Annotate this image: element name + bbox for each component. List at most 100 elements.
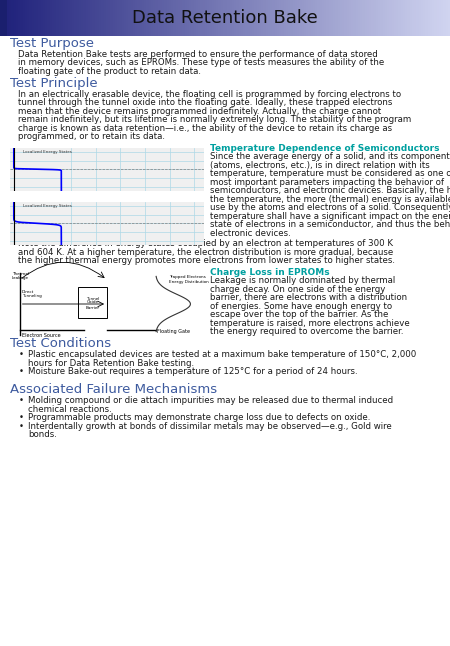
Text: Test Conditions: Test Conditions [10, 337, 111, 350]
Bar [270, 0, 272, 36]
Bar [414, 0, 416, 36]
Bar [27, 0, 29, 36]
Text: Note the difference in energy states occupied by an electron at temperatures of : Note the difference in energy states occ… [18, 239, 393, 248]
Text: hours for Data Retention Bake testing.: hours for Data Retention Bake testing. [28, 359, 194, 368]
Text: bonds.: bonds. [28, 430, 57, 439]
Bar [245, 0, 248, 36]
Bar [130, 0, 133, 36]
Bar [32, 0, 34, 36]
Bar [421, 0, 423, 36]
Text: Barrier: Barrier [86, 306, 99, 310]
Bar [7, 0, 9, 36]
Bar [94, 0, 97, 36]
Bar [263, 0, 266, 36]
Bar [310, 0, 313, 36]
Text: Test Principle: Test Principle [10, 76, 98, 90]
Bar [286, 0, 288, 36]
Bar [225, 0, 227, 36]
Bar [243, 0, 245, 36]
Text: Temperature Dependence of Semiconductors: Temperature Dependence of Semiconductors [210, 144, 440, 153]
Text: the higher thermal energy promotes more electrons from lower states to higher st: the higher thermal energy promotes more … [18, 256, 395, 266]
Bar [256, 0, 259, 36]
Bar [324, 0, 326, 36]
Bar [248, 0, 250, 36]
Bar [9, 0, 11, 36]
Bar [124, 0, 126, 36]
Bar [290, 0, 292, 36]
Bar [220, 0, 223, 36]
Bar [176, 0, 178, 36]
Bar [151, 0, 153, 36]
Bar [326, 0, 328, 36]
Text: use by the atoms and electrons of a solid. Consequently,: use by the atoms and electrons of a soli… [210, 203, 450, 212]
Bar [306, 0, 308, 36]
Bar [160, 0, 162, 36]
Bar [79, 0, 81, 36]
Bar [389, 0, 392, 36]
Text: electronic devices.: electronic devices. [210, 229, 291, 238]
Bar [342, 0, 344, 36]
Bar [274, 0, 277, 36]
Text: tunnel through the tunnel oxide into the floating gate. Ideally, these trapped e: tunnel through the tunnel oxide into the… [18, 98, 392, 107]
Text: •: • [19, 367, 24, 376]
Bar [202, 0, 205, 36]
Bar [261, 0, 263, 36]
Bar [58, 0, 61, 36]
Bar [16, 0, 18, 36]
Text: Charge Loss in EPROMs: Charge Loss in EPROMs [210, 268, 329, 277]
Bar [446, 0, 448, 36]
Bar [88, 0, 90, 36]
Bar [380, 0, 382, 36]
Text: charge is known as data retention—i.e., the ability of the device to retain its : charge is known as data retention—i.e., … [18, 123, 392, 132]
Bar [382, 0, 385, 36]
Bar [22, 0, 25, 36]
Bar [106, 0, 108, 36]
Bar [0, 0, 7, 36]
Text: Leakage is normally dominated by thermal: Leakage is normally dominated by thermal [210, 276, 395, 285]
Bar [50, 0, 52, 36]
Bar [140, 0, 142, 36]
Bar [83, 0, 86, 36]
Bar [18, 0, 20, 36]
Bar [146, 0, 148, 36]
Text: in memory devices, such as EPROMs. These type of tests measures the ability of t: in memory devices, such as EPROMs. These… [18, 58, 384, 67]
Text: Plastic encapsulated devices are tested at a maximum bake temperature of 150°C, : Plastic encapsulated devices are tested … [28, 350, 416, 359]
Bar [279, 0, 281, 36]
Bar [119, 0, 122, 36]
Bar [448, 0, 450, 36]
Bar [205, 0, 207, 36]
Bar [56, 0, 58, 36]
Bar [97, 0, 99, 36]
Text: escape over the top of the barrier. As the: escape over the top of the barrier. As t… [210, 310, 388, 319]
Bar [11, 0, 13, 36]
Bar [322, 0, 324, 36]
Bar [241, 0, 243, 36]
Bar [277, 0, 279, 36]
Bar [428, 0, 430, 36]
Bar [308, 0, 310, 36]
Bar [272, 0, 274, 36]
Bar [369, 0, 371, 36]
Bar [227, 0, 230, 36]
Bar [189, 0, 191, 36]
Bar [434, 0, 436, 36]
Text: In an electrically erasable device, the floating cell is programmed by forcing e: In an electrically erasable device, the … [18, 90, 401, 99]
Bar [367, 0, 369, 36]
Text: Floating Gate: Floating Gate [158, 329, 190, 334]
Text: Since the average energy of a solid, and its components: Since the average energy of a solid, and… [210, 152, 450, 162]
Text: semiconductors, and electronic devices. Basically, the higher: semiconductors, and electronic devices. … [210, 186, 450, 195]
Bar [214, 0, 216, 36]
Bar [171, 0, 173, 36]
Text: Associated Failure Mechanisms: Associated Failure Mechanisms [10, 383, 217, 396]
Bar [180, 0, 182, 36]
Text: •: • [19, 396, 24, 405]
Bar [360, 0, 362, 36]
Text: floating gate of the product to retain data.: floating gate of the product to retain d… [18, 67, 201, 76]
Bar [387, 0, 389, 36]
Bar [398, 0, 400, 36]
Bar [338, 0, 340, 36]
Bar [20, 0, 22, 36]
Bar [178, 0, 180, 36]
Bar [288, 0, 290, 36]
Bar [416, 0, 418, 36]
